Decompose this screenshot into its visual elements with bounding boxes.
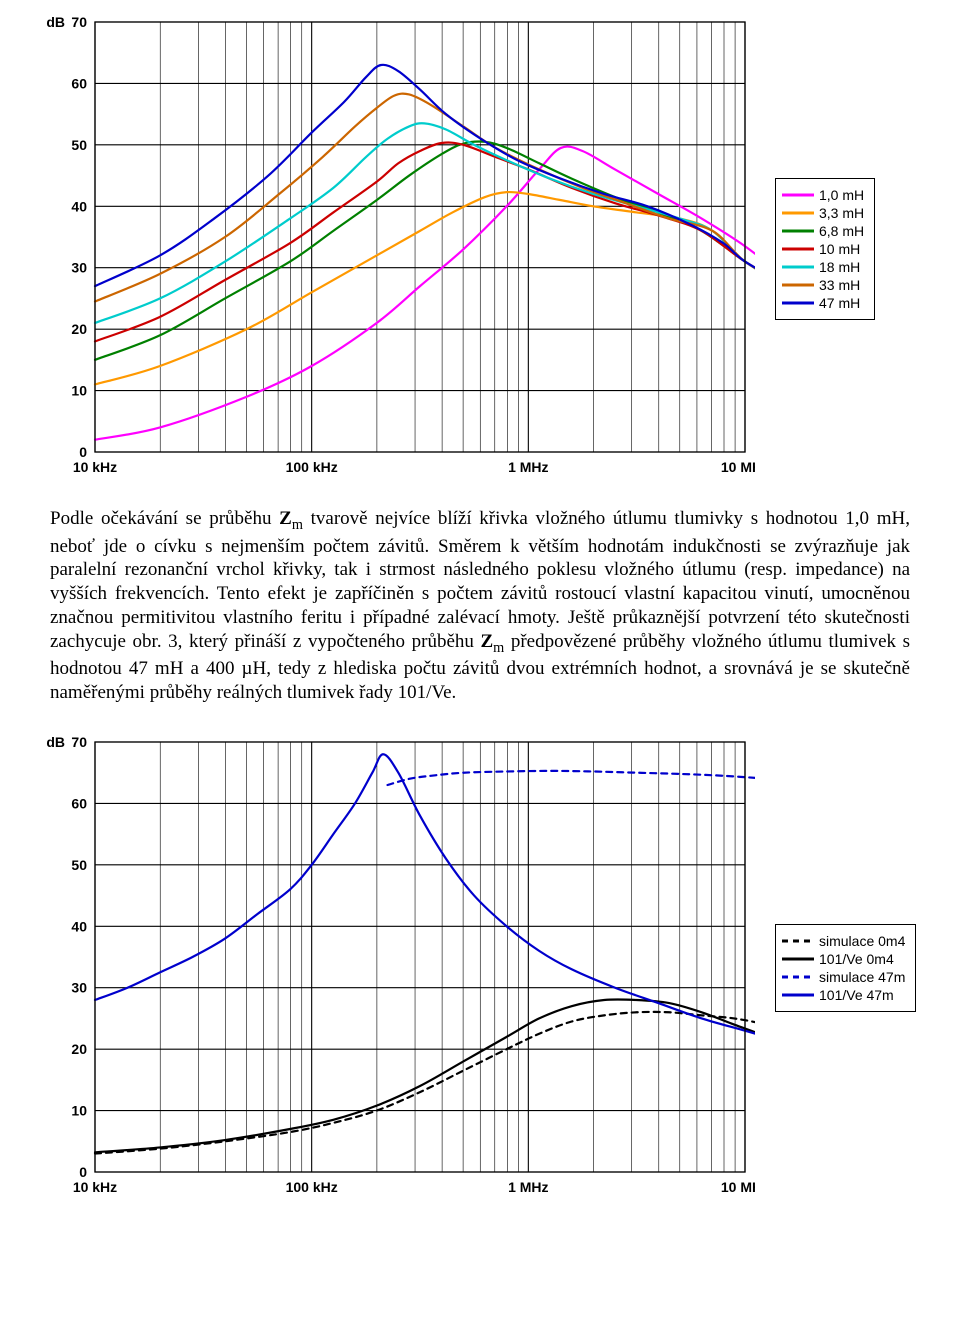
chart-2: 0 10 20 30 40 50 60 70 dB 10 kHz 100 kHz 1 MHz 10 MH… <box>40 730 960 1207</box>
svg-text:70: 70 <box>71 14 87 30</box>
legend-label: 101/Ve 0m4 <box>819 951 894 967</box>
svg-text:50: 50 <box>71 137 87 153</box>
chart-1: 0 10 20 30 40 50 60 70 dB 10 kHz 100 kHz 1 MHz 10 MH… <box>40 10 960 487</box>
svg-text:10 MHz: 10 MHz <box>721 1179 755 1195</box>
svg-text:40: 40 <box>71 918 87 934</box>
chart-2-legend: simulace 0m4 101/Ve 0m4 simulace 47m 101/Ve… <box>775 924 916 1012</box>
z-sub: m <box>292 517 303 533</box>
legend-item: 10 mH <box>782 241 864 257</box>
legend-label: 6,8 mH <box>819 223 864 239</box>
svg-text:0: 0 <box>79 1164 87 1180</box>
legend-item: 1,0 mH <box>782 187 864 203</box>
legend-swatch-icon <box>782 242 814 256</box>
svg-text:70: 70 <box>71 734 87 750</box>
z-var: Z <box>279 508 292 529</box>
legend-item: 6,8 mH <box>782 223 864 239</box>
svg-text:40: 40 <box>71 198 87 214</box>
z-sub-2: m <box>493 639 504 655</box>
z-var-2: Z <box>480 631 493 652</box>
svg-text:20: 20 <box>71 1041 87 1057</box>
svg-text:100 kHz: 100 kHz <box>286 1179 338 1195</box>
legend-label: 47 mH <box>819 295 860 311</box>
svg-text:10 kHz: 10 kHz <box>73 1179 117 1195</box>
chart-2-svg: 0 10 20 30 40 50 60 70 dB 10 kHz 100 kHz 1 MHz 10 MH… <box>40 730 755 1207</box>
svg-text:1 MHz: 1 MHz <box>508 459 548 475</box>
legend-swatch-icon <box>782 970 814 984</box>
para-text: Podle očekávání se průběhu <box>50 508 279 529</box>
legend-label: simulace 47m <box>819 969 905 985</box>
legend-item: 101/Ve 0m4 <box>782 951 905 967</box>
svg-text:10: 10 <box>71 1102 87 1118</box>
legend-item: 33 mH <box>782 277 864 293</box>
legend-label: simulace 0m4 <box>819 933 905 949</box>
legend-item: 47 mH <box>782 295 864 311</box>
svg-text:0: 0 <box>79 444 87 460</box>
legend-label: 10 mH <box>819 241 860 257</box>
legend-label: 1,0 mH <box>819 187 864 203</box>
body-paragraph: Podle očekávání se průběhu Zm tvarově ne… <box>50 507 910 705</box>
legend-swatch-icon <box>782 952 814 966</box>
legend-swatch-icon <box>782 206 814 220</box>
svg-text:50: 50 <box>71 857 87 873</box>
svg-text:dB: dB <box>46 734 65 750</box>
legend-label: 3,3 mH <box>819 205 864 221</box>
legend-label: 101/Ve 47m <box>819 987 894 1003</box>
svg-text:60: 60 <box>71 795 87 811</box>
legend-swatch-icon <box>782 188 814 202</box>
svg-text:1 MHz: 1 MHz <box>508 1179 548 1195</box>
svg-text:10: 10 <box>71 383 87 399</box>
legend-swatch-icon <box>782 260 814 274</box>
svg-text:30: 30 <box>71 979 87 995</box>
legend-swatch-icon <box>782 278 814 292</box>
svg-text:dB: dB <box>46 14 65 30</box>
legend-item: simulace 47m <box>782 969 905 985</box>
legend-item: 101/Ve 47m <box>782 987 905 1003</box>
svg-text:60: 60 <box>71 75 87 91</box>
legend-item: 3,3 mH <box>782 205 864 221</box>
legend-swatch-icon <box>782 296 814 310</box>
svg-text:10 kHz: 10 kHz <box>73 459 117 475</box>
legend-swatch-icon <box>782 224 814 238</box>
svg-text:20: 20 <box>71 321 87 337</box>
svg-text:100 kHz: 100 kHz <box>286 459 338 475</box>
legend-item: 18 mH <box>782 259 864 275</box>
legend-label: 18 mH <box>819 259 860 275</box>
chart-1-legend: 1,0 mH 3,3 mH 6,8 mH 10 mH 18 mH 33 mH 47 mH <box>775 178 875 320</box>
chart-1-svg: 0 10 20 30 40 50 60 70 dB 10 kHz 100 kHz 1 MHz 10 MH… <box>40 10 755 487</box>
svg-text:30: 30 <box>71 260 87 276</box>
legend-swatch-icon <box>782 988 814 1002</box>
legend-swatch-icon <box>782 934 814 948</box>
legend-item: simulace 0m4 <box>782 933 905 949</box>
svg-text:10 MHz: 10 MHz <box>721 459 755 475</box>
legend-label: 33 mH <box>819 277 860 293</box>
